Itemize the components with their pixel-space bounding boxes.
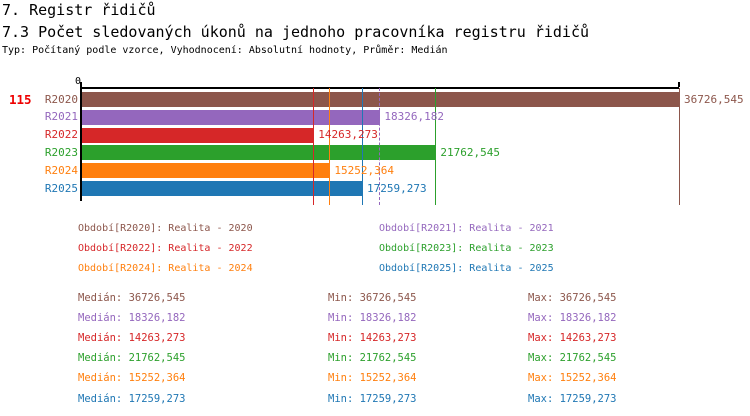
report-title: 7. Registr řidičů bbox=[2, 1, 156, 19]
bar-chart: 0 R2020 36726,545 R2021 18326,182 R2022 14263… bbox=[44, 76, 744, 205]
value-label-r2023: 21762,545 bbox=[440, 145, 500, 159]
stat-min-row1: Min: 18326,182 bbox=[328, 311, 417, 324]
legend-item-r2025: Období[R2025]: Realita - 2025 bbox=[379, 263, 554, 274]
value-label-r2020: 36726,545 bbox=[684, 92, 744, 106]
report-subtitle: 7.3 Počet sledovaných úkonů na jednoho p… bbox=[2, 23, 589, 41]
stat-min-row2: Min: 14263,273 bbox=[328, 331, 417, 344]
legend-item-r2020: Období[R2020]: Realita - 2020 bbox=[78, 223, 253, 234]
bar-r2022 bbox=[82, 127, 315, 143]
stat-min-row5: Min: 17259,273 bbox=[328, 392, 417, 405]
stat-median-row4: Medián: 15252,364 bbox=[78, 372, 186, 385]
stat-max-row2: Max: 14263,273 bbox=[528, 331, 617, 344]
value-label-r2024: 15252,364 bbox=[334, 163, 394, 177]
legend-item-r2023: Období[R2023]: Realita - 2023 bbox=[379, 243, 554, 254]
median-line-r2020 bbox=[679, 88, 680, 205]
bar-r2024 bbox=[82, 163, 331, 179]
stat-max-row3: Max: 21762,545 bbox=[528, 352, 617, 365]
value-label-r2022: 14263,273 bbox=[318, 128, 378, 142]
category-label-r2020: R2020 bbox=[44, 92, 78, 106]
bar-r2025 bbox=[82, 181, 364, 196]
stat-median-row3: Medián: 21762,545 bbox=[78, 352, 186, 365]
stat-median-row5: Medián: 17259,273 bbox=[78, 392, 186, 405]
bar-r2020 bbox=[82, 92, 680, 107]
median-line-r2023 bbox=[435, 88, 437, 205]
indicator-number: 115 bbox=[9, 92, 32, 107]
stat-min-row3: Min: 21762,545 bbox=[328, 352, 417, 365]
median-line-r2024 bbox=[329, 88, 331, 205]
x-axis-end-tick bbox=[678, 82, 680, 87]
stat-max-row4: Max: 15252,364 bbox=[528, 372, 617, 385]
category-label-r2022: R2022 bbox=[44, 128, 78, 142]
median-line-r2021 bbox=[379, 88, 381, 205]
legend-item-r2021: Období[R2021]: Realita - 2021 bbox=[379, 223, 554, 234]
stat-max-row1: Max: 18326,182 bbox=[528, 311, 617, 324]
stat-min-row4: Min: 15252,364 bbox=[328, 372, 417, 385]
category-label-r2025: R2025 bbox=[44, 181, 78, 195]
stat-median-row2: Medián: 14263,273 bbox=[78, 331, 186, 344]
category-label-r2021: R2021 bbox=[44, 110, 78, 124]
report-meta-line: Typ: Počítaný podle vzorce, Vyhodnocení:… bbox=[2, 45, 448, 56]
bar-r2021 bbox=[82, 109, 381, 125]
bar-r2023 bbox=[82, 145, 437, 161]
stat-median-row0: Medián: 36726,545 bbox=[78, 291, 186, 304]
stat-min-row0: Min: 36726,545 bbox=[328, 291, 417, 304]
stat-max-row5: Max: 17259,273 bbox=[528, 392, 617, 405]
median-line-r2025 bbox=[362, 88, 364, 205]
x-axis-zero-label: 0 bbox=[75, 76, 82, 87]
value-label-r2025: 17259,273 bbox=[367, 181, 427, 195]
legend-item-r2024: Období[R2024]: Realita - 2024 bbox=[78, 263, 253, 274]
median-line-r2022 bbox=[313, 88, 315, 205]
category-label-r2024: R2024 bbox=[44, 163, 78, 177]
stat-max-row0: Max: 36726,545 bbox=[528, 291, 617, 304]
value-label-r2021: 18326,182 bbox=[384, 110, 444, 124]
y-axis-line bbox=[80, 82, 82, 201]
stat-median-row1: Medián: 18326,182 bbox=[78, 311, 186, 324]
legend-item-r2022: Období[R2022]: Realita - 2022 bbox=[78, 243, 253, 254]
category-label-r2023: R2023 bbox=[44, 145, 78, 159]
